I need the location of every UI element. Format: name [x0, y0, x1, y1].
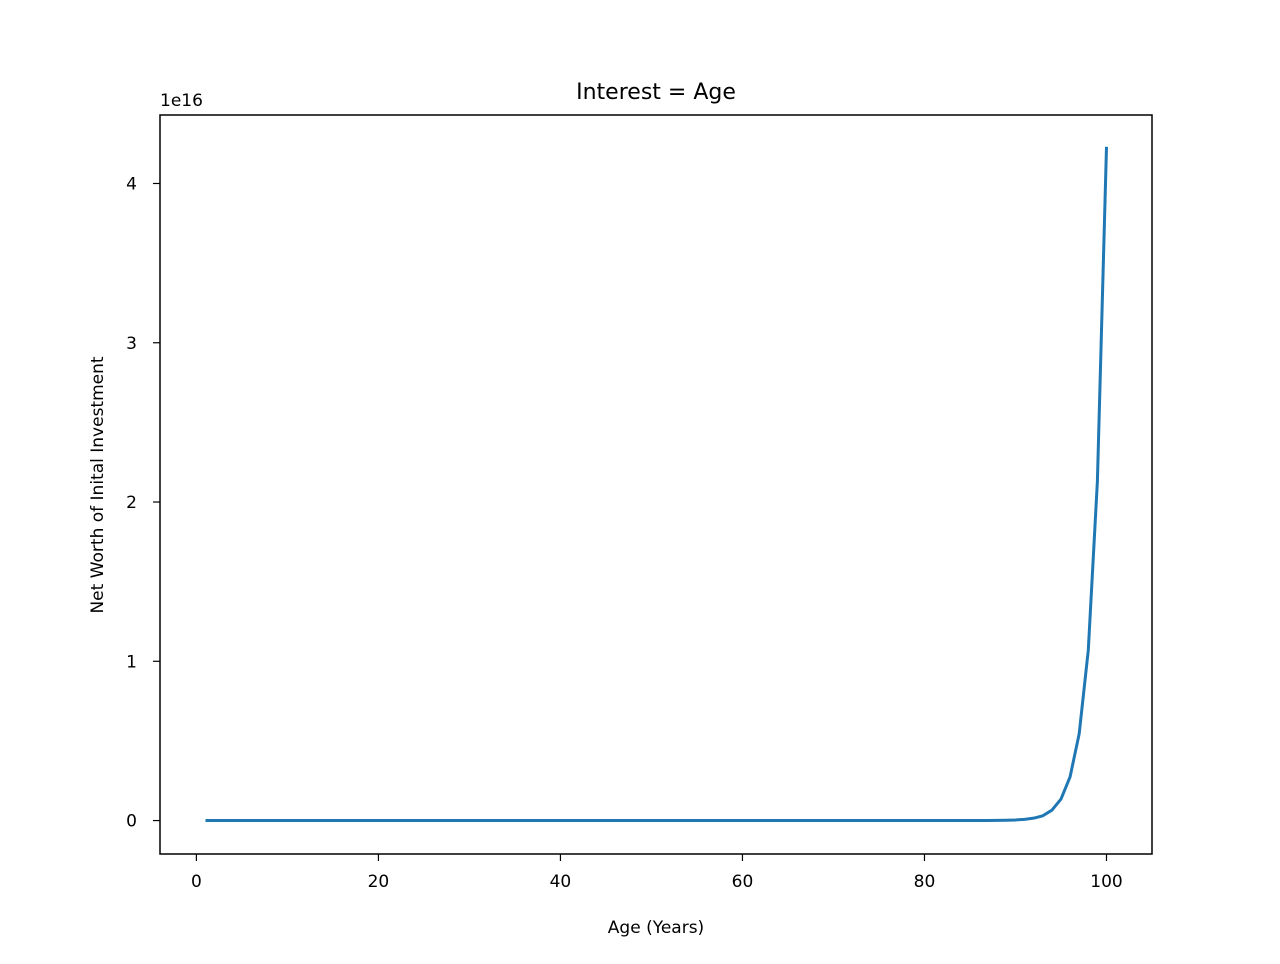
series-line-0: [205, 146, 1108, 823]
plot-area-frame: [159, 114, 1153, 855]
x-tick-label: 0: [191, 872, 202, 892]
x-tick-label: 80: [914, 872, 936, 892]
y-tick-label: 1: [126, 652, 137, 672]
x-tick-label: 40: [550, 872, 572, 892]
chart-marks: 0 20 40 60 80 100 0 1 2 3 4: [126, 114, 1153, 892]
y-tick-label: 0: [126, 812, 137, 832]
y-axis-label: Net Worth of Inital Investment: [88, 356, 108, 613]
x-tick-label: 20: [368, 872, 390, 892]
y-axis-offset-label: 1e16: [160, 91, 203, 111]
y-tick-label: 4: [126, 174, 137, 194]
x-axis-label: Age (Years): [608, 918, 704, 938]
chart-title: Interest = Age: [576, 80, 736, 105]
y-tick-label: 2: [126, 493, 137, 513]
y-tick-label: 3: [126, 334, 137, 354]
x-tick-label: 100: [1090, 872, 1122, 892]
x-tick-label: 60: [732, 872, 754, 892]
